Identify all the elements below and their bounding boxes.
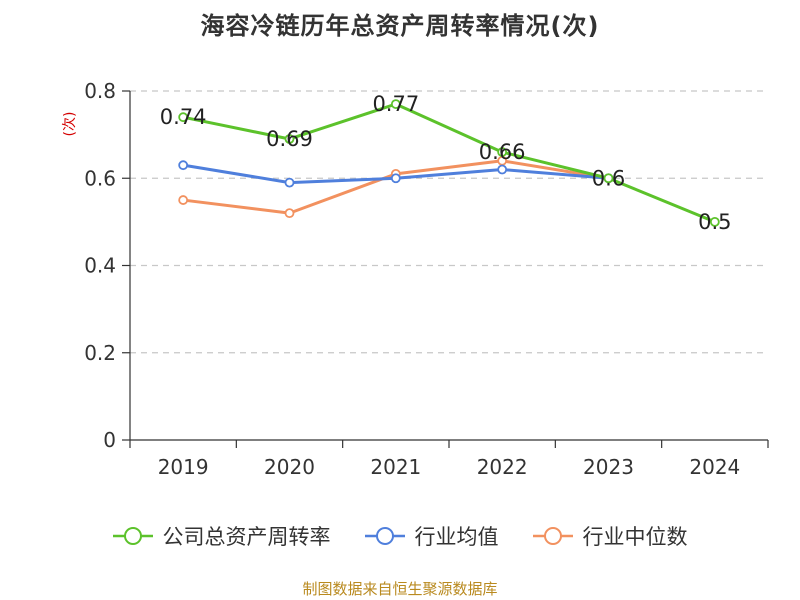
x-tick-label: 2020: [264, 455, 315, 479]
data-point[interactable]: [284, 208, 295, 219]
y-tick-label: 0.2: [84, 341, 116, 365]
legend-label-industry-median: 行业中位数: [582, 525, 688, 549]
data-point[interactable]: [284, 177, 295, 188]
y-tick-label: 0.4: [84, 254, 116, 278]
data-label: 0.69: [266, 127, 313, 151]
legend-item-industry-median[interactable]: 行业中位数: [532, 521, 688, 551]
data-point[interactable]: [709, 216, 720, 227]
data-point[interactable]: [603, 173, 614, 184]
x-tick-label: 2023: [583, 455, 634, 479]
x-tick-label: 2022: [477, 455, 528, 479]
series-line: [182, 102, 716, 224]
source-note: 制图数据来自恒生聚源数据库: [302, 580, 498, 598]
data-point[interactable]: [390, 173, 401, 184]
legend-swatch-industry-mean: [364, 527, 405, 545]
data-point[interactable]: [284, 134, 295, 144]
data-label: 0.66: [479, 140, 526, 164]
legend-item-industry-mean[interactable]: 行业均值: [364, 521, 499, 551]
y-tick-label: 0: [103, 428, 116, 452]
legend-swatch-industry-median: [532, 527, 573, 545]
data-point[interactable]: [390, 99, 401, 109]
y-axis-label: (次): [62, 112, 78, 137]
chart-title: 海容冷链历年总资产周转率情况(次): [200, 12, 600, 40]
legend: 公司总资产周转率 行业均值 行业中位数: [0, 521, 800, 551]
data-label: 0.6: [592, 166, 625, 190]
legend-label-industry-mean: 行业均值: [414, 525, 499, 549]
x-tick-label: 2019: [158, 455, 209, 479]
series-line: [182, 159, 609, 215]
data-point[interactable]: [178, 112, 189, 123]
y-tick-label: 0.8: [84, 79, 116, 103]
data-label: 0.74: [160, 105, 207, 129]
x-tick-label: 2024: [689, 455, 740, 479]
legend-item-company[interactable]: 公司总资产周转率: [112, 521, 331, 551]
legend-swatch-company: [112, 527, 153, 545]
data-point[interactable]: [178, 160, 189, 171]
data-point[interactable]: [497, 147, 508, 157]
legend-label-company: 公司总资产周转率: [162, 525, 331, 549]
data-point[interactable]: [497, 164, 508, 175]
data-point[interactable]: [178, 195, 189, 205]
data-label: 0.5: [698, 210, 731, 234]
data-label: 0.77: [372, 92, 419, 116]
y-tick-label: 0.6: [84, 166, 116, 190]
x-tick-label: 2021: [370, 455, 421, 479]
